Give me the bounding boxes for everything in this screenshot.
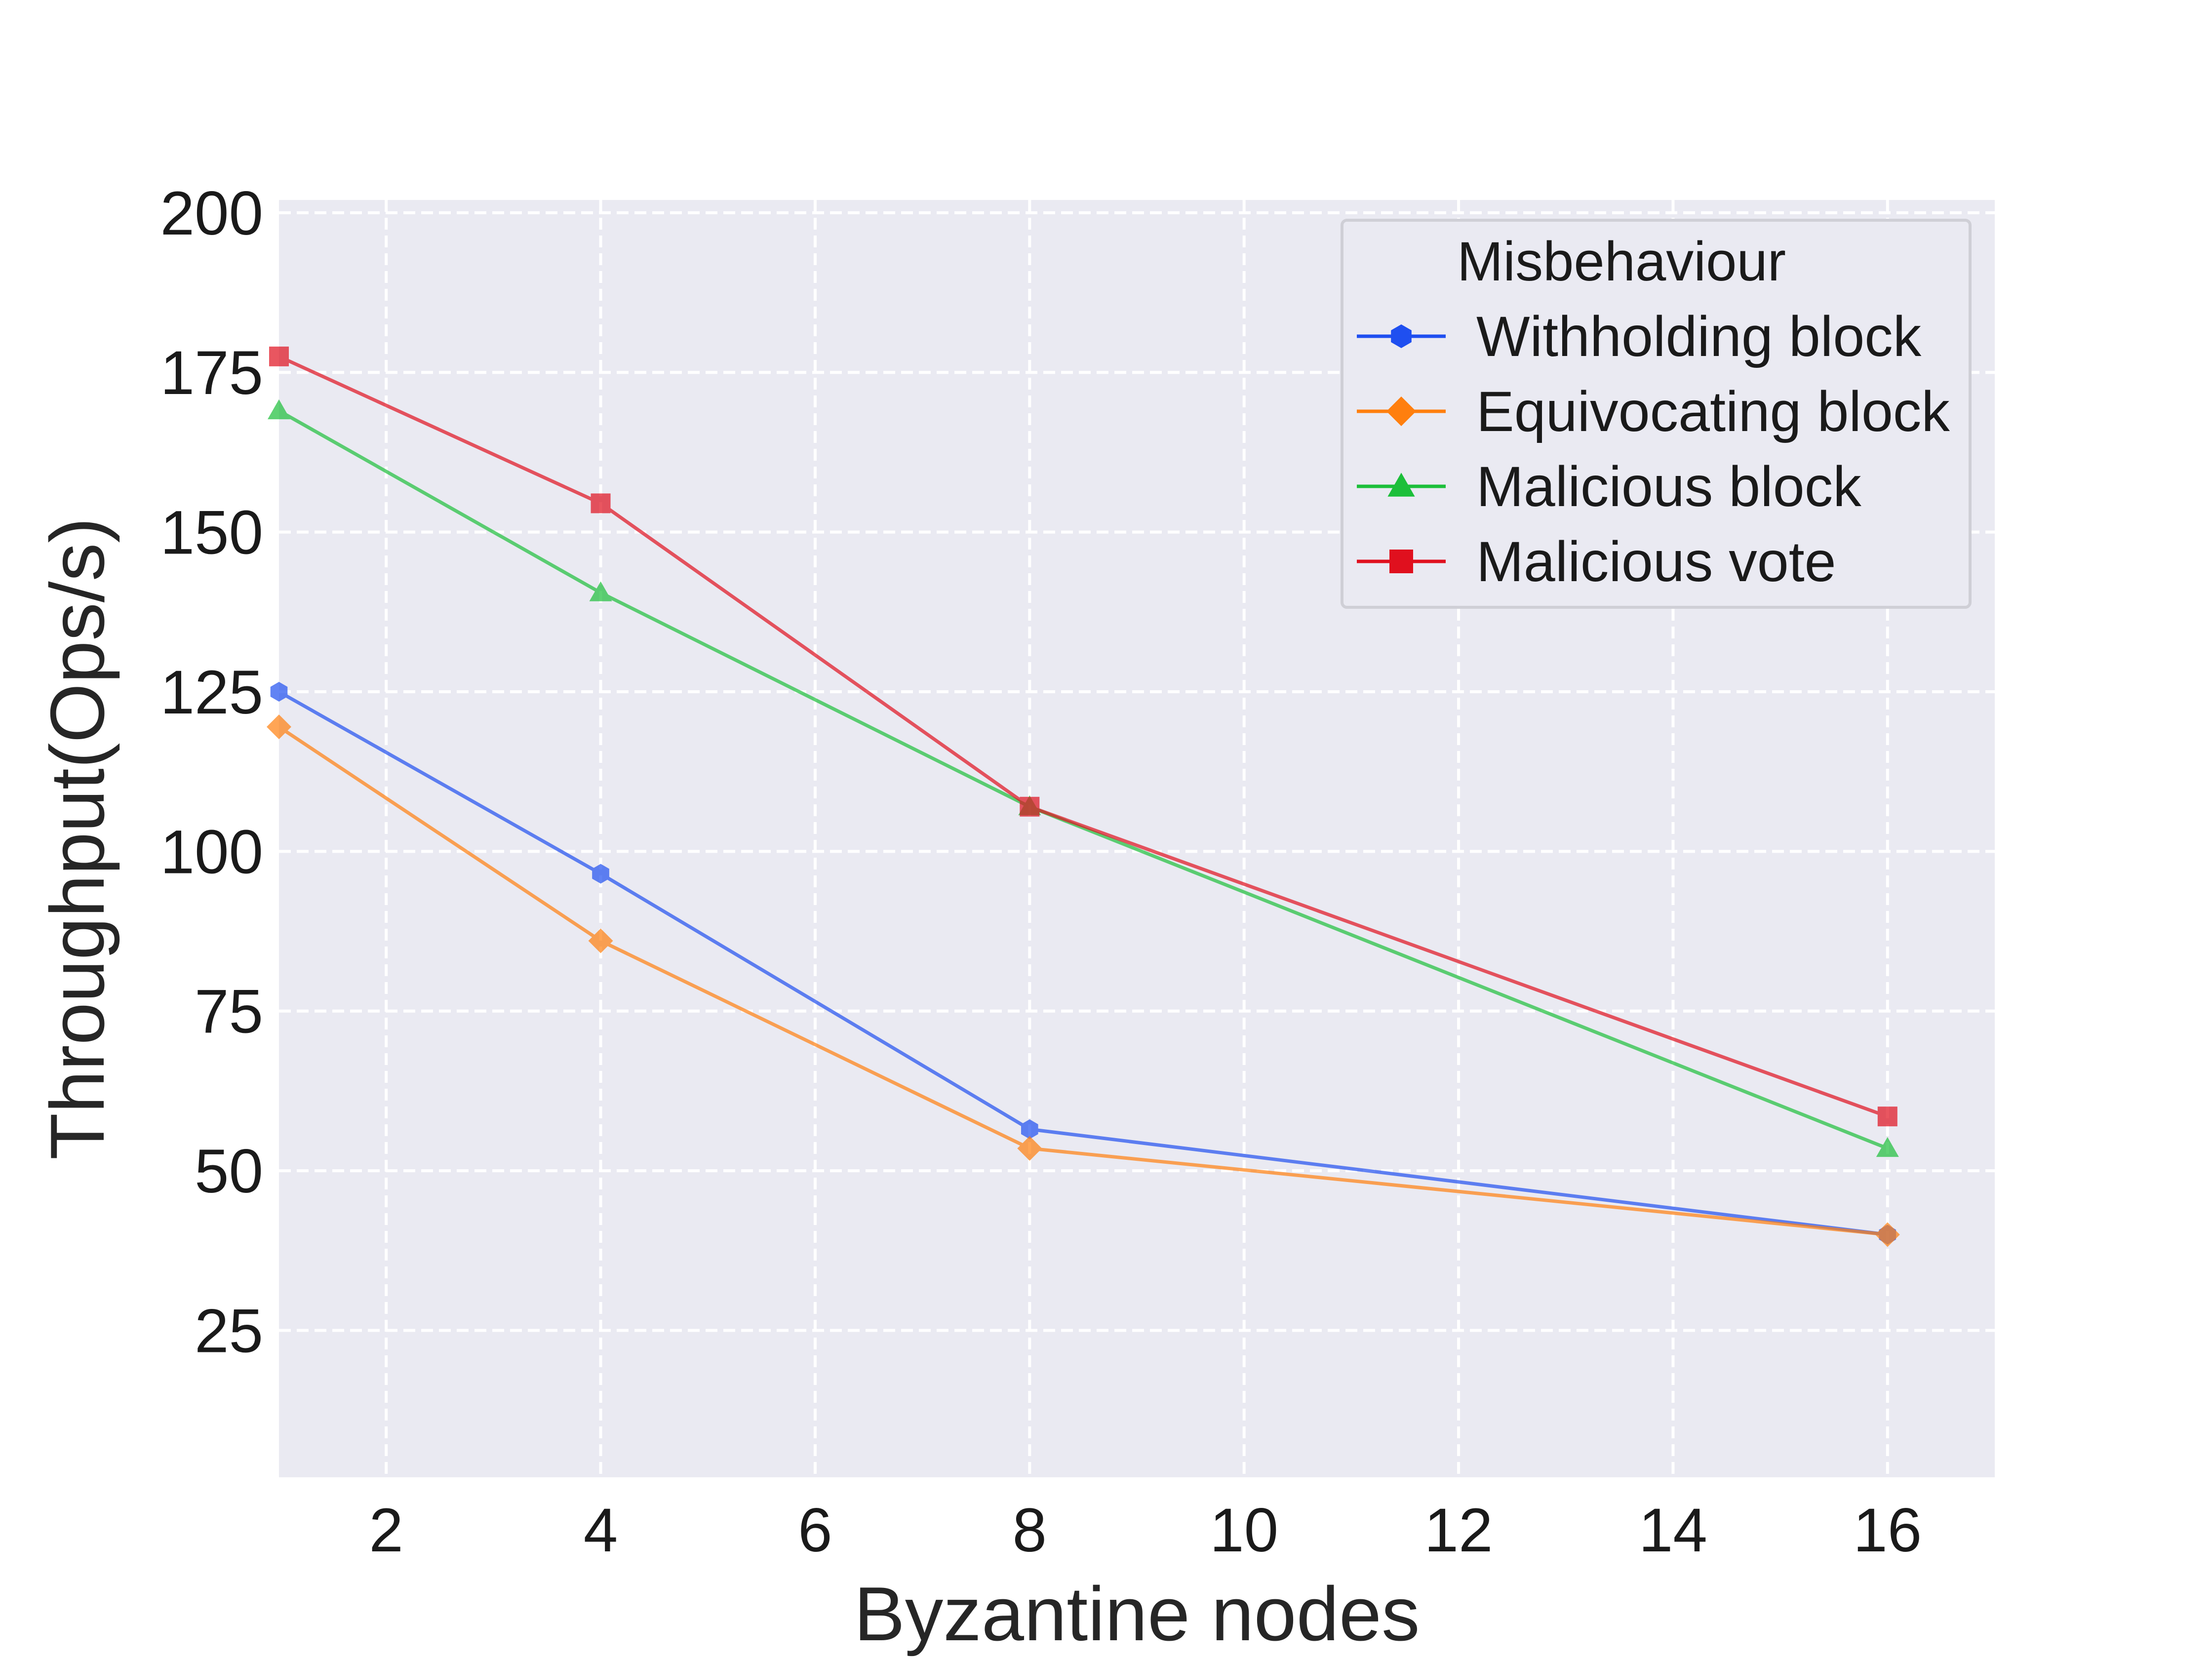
series-line [278, 355, 1888, 1118]
x-tick-label: 16 [1853, 1496, 1922, 1565]
y-tick-label: 100 [160, 818, 263, 886]
legend-swatch-marker [1387, 473, 1415, 497]
legend-items: Withholding block Equivocating block Malic… [1357, 305, 1950, 593]
x-tick-label: 14 [1639, 1496, 1707, 1565]
data-point [1877, 1106, 1897, 1127]
legend-title: Misbehaviour [1457, 231, 1786, 292]
series-4 [269, 346, 1897, 1127]
series-layer [267, 346, 1900, 1247]
legend-label: Malicious block [1476, 455, 1861, 518]
x-axis-title: Byzantine nodes [854, 1571, 1420, 1657]
y-tick-label: 25 [195, 1297, 263, 1365]
data-point [269, 346, 289, 366]
y-tick-label: 175 [160, 339, 263, 407]
y-tick-label: 75 [195, 978, 263, 1046]
legend-item: Malicious block [1357, 455, 1861, 518]
legend-item: Withholding block [1357, 305, 1922, 368]
data-point [589, 581, 612, 601]
data-point [592, 864, 609, 884]
y-tick-label: 150 [160, 499, 263, 567]
data-point [268, 399, 290, 420]
x-tick-label: 8 [1013, 1496, 1047, 1565]
series-line [278, 725, 1888, 1236]
data-point [270, 682, 288, 702]
y-axis-title: Throughput(Ops/s) [35, 517, 120, 1160]
data-point [1017, 1136, 1042, 1161]
data-point [1875, 1222, 1900, 1247]
series-line [278, 690, 1888, 1236]
x-tick-label: 2 [369, 1496, 403, 1565]
legend-item: Malicious vote [1357, 530, 1836, 593]
y-tick-label: 125 [160, 658, 263, 727]
x-tick-label: 10 [1210, 1496, 1278, 1565]
tick-labels: 2 4 6 8 10 12 14 16 25 50 75 100 125 150 175 200 [160, 179, 1922, 1565]
data-point [591, 493, 611, 514]
y-tick-label: 50 [195, 1137, 263, 1206]
legend-item: Equivocating block [1357, 380, 1950, 443]
legend-label: Withholding block [1476, 305, 1922, 368]
legend-swatch-marker [1389, 550, 1413, 573]
legend-swatch-marker [1391, 324, 1412, 348]
data-point [267, 714, 291, 740]
legend-label: Equivocating block [1476, 380, 1950, 443]
x-tick-label: 4 [584, 1496, 618, 1565]
x-tick-label: 12 [1424, 1496, 1493, 1565]
series-line [278, 409, 1889, 1150]
legend-box [1341, 219, 1972, 609]
data-point [1020, 796, 1040, 817]
data-point [588, 928, 613, 953]
legend-swatch-marker [1386, 396, 1416, 426]
x-tick-label: 6 [798, 1496, 832, 1565]
legend: Misbehaviour Withholding block Equivocati… [1341, 219, 1972, 609]
legend-label: Malicious vote [1476, 530, 1836, 593]
data-point [1021, 1119, 1038, 1139]
y-tick-label: 200 [160, 179, 263, 248]
data-point [1876, 1137, 1899, 1157]
series-2 [267, 714, 1900, 1247]
